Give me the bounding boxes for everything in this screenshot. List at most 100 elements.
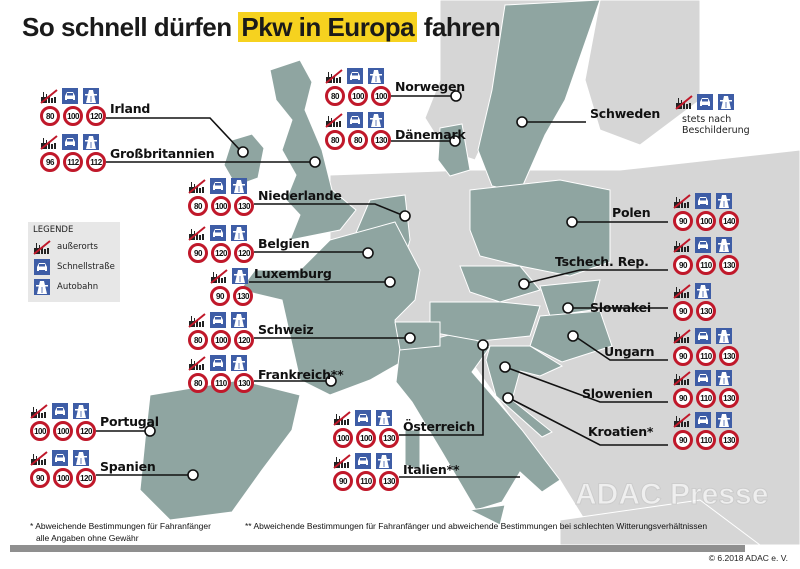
country-label: Großbritannien: [110, 146, 215, 161]
location-dot: [516, 116, 528, 128]
speed-limit-sign: 130: [719, 388, 739, 408]
expressway-car-icon: [61, 88, 79, 104]
location-dot: [567, 330, 579, 342]
expressway-car-icon: [33, 259, 51, 275]
motorway-icon: [230, 312, 248, 328]
speed-limit-sign: 110: [696, 346, 716, 366]
speed-signs: 80 100 120: [40, 106, 106, 126]
footer-bar: [10, 545, 745, 552]
speed-signs: 80 110 130: [188, 373, 254, 393]
expressway-car-icon: [346, 112, 364, 128]
speed-signs: 90 130: [210, 286, 253, 306]
speed-limit-sign: 80: [188, 196, 208, 216]
country-label: Tschech. Rep.: [555, 254, 649, 269]
leader-line: [106, 117, 241, 151]
speed-limit-sign: 100: [211, 330, 231, 350]
motorway-icon: [230, 355, 248, 371]
expressway-car-icon: [209, 225, 227, 241]
speed-limit-sign: 120: [234, 330, 254, 350]
country-label: Niederlande: [258, 188, 342, 203]
legend-label: außerorts: [57, 242, 98, 252]
country-label: Kroatien*: [588, 424, 654, 439]
road-type-icons: [675, 94, 735, 110]
speed-limit-sign: 100: [356, 428, 376, 448]
speed-limit-sign: 100: [63, 106, 83, 126]
outside-town-icon: [188, 178, 206, 194]
speed-limits-country-18: 90 110 130: [673, 370, 739, 408]
motorway-icon: [367, 112, 385, 128]
speed-limit-sign: 100: [53, 468, 73, 488]
speed-limit-sign: 120: [76, 421, 96, 441]
speed-signs: 100 100 120: [30, 421, 96, 441]
speed-limits-country-6: 90 130: [210, 268, 253, 306]
speed-signs: 90 110 130: [673, 430, 739, 450]
country-label: Dänemark: [395, 127, 466, 142]
speed-limit-sign: 80: [188, 330, 208, 350]
road-type-icons: [188, 312, 254, 328]
motorway-icon: [367, 68, 385, 84]
location-dot: [518, 278, 530, 290]
speed-limit-sign: 130: [719, 346, 739, 366]
speed-limit-sign: 130: [379, 428, 399, 448]
speed-limits-country-8: 80 110 130: [188, 355, 254, 393]
legend-label: Schnellstraße: [57, 262, 115, 272]
outside-town-icon: [333, 453, 351, 469]
copyright: © 6.2018 ADAC e. V.: [708, 553, 788, 563]
road-type-icons: [188, 225, 254, 241]
speed-limit-sign: 80: [40, 106, 60, 126]
location-dot: [562, 302, 574, 314]
expressway-car-icon: [209, 355, 227, 371]
footnote-single: * Abweichende Bestimmungen für Fahranfän…: [30, 521, 211, 531]
note: stets nach Beschilderung: [682, 114, 750, 137]
location-dot: [502, 392, 514, 404]
speed-limits-country-9: 100 100 120: [30, 403, 96, 441]
leader-line: [575, 336, 668, 361]
outside-town-icon: [188, 312, 206, 328]
speed-limit-sign: 90: [188, 243, 208, 263]
road-type-icons: [30, 403, 96, 419]
motorway-icon: [82, 134, 100, 150]
road-type-icons: [188, 178, 254, 194]
speed-signs: 90 120 120: [188, 243, 254, 263]
leader-line: [507, 367, 668, 403]
location-dot: [309, 156, 321, 168]
motorway-icon: [717, 94, 735, 110]
road-type-icons: [325, 112, 391, 128]
location-dot: [144, 425, 156, 437]
outside-town-icon: [673, 328, 691, 344]
speed-signs: 80 100 120: [188, 330, 254, 350]
motorway-icon: [694, 283, 712, 299]
speed-limit-sign: 90: [333, 471, 353, 491]
country-label: Belgien: [258, 236, 310, 251]
eu-countries: [139, 0, 613, 526]
outside-town-icon: [33, 239, 51, 255]
speed-limit-sign: 80: [325, 86, 345, 106]
speed-limit-sign: 130: [379, 471, 399, 491]
speed-limit-sign: 130: [234, 196, 254, 216]
speed-signs: 90 100 140: [673, 211, 739, 231]
speed-limits-country-1: 96 112 112: [40, 134, 106, 172]
speed-limit-sign: 112: [63, 152, 83, 172]
motorway-icon: [72, 403, 90, 419]
speed-limit-sign: 120: [86, 106, 106, 126]
country-label: Italien**: [403, 462, 460, 477]
speed-limit-sign: 130: [719, 255, 739, 275]
outside-town-icon: [673, 237, 691, 253]
country-label: Schweden: [590, 106, 661, 121]
speed-signs: 90 110 130: [333, 471, 399, 491]
location-dot: [450, 90, 462, 102]
speed-limit-sign: 80: [348, 130, 368, 150]
location-dot: [237, 146, 249, 158]
speed-limits-country-5: 90 120 120: [188, 225, 254, 263]
road-type-icons: [673, 328, 739, 344]
country-label: Spanien: [100, 459, 156, 474]
outside-town-icon: [30, 403, 48, 419]
expressway-car-icon: [694, 370, 712, 386]
speed-limit-sign: 80: [188, 373, 208, 393]
speed-limit-sign: 100: [696, 211, 716, 231]
location-dot: [499, 361, 511, 373]
outside-town-icon: [675, 94, 693, 110]
location-dot: [187, 469, 199, 481]
speed-limit-sign: 90: [673, 430, 693, 450]
motorway-icon: [715, 370, 733, 386]
